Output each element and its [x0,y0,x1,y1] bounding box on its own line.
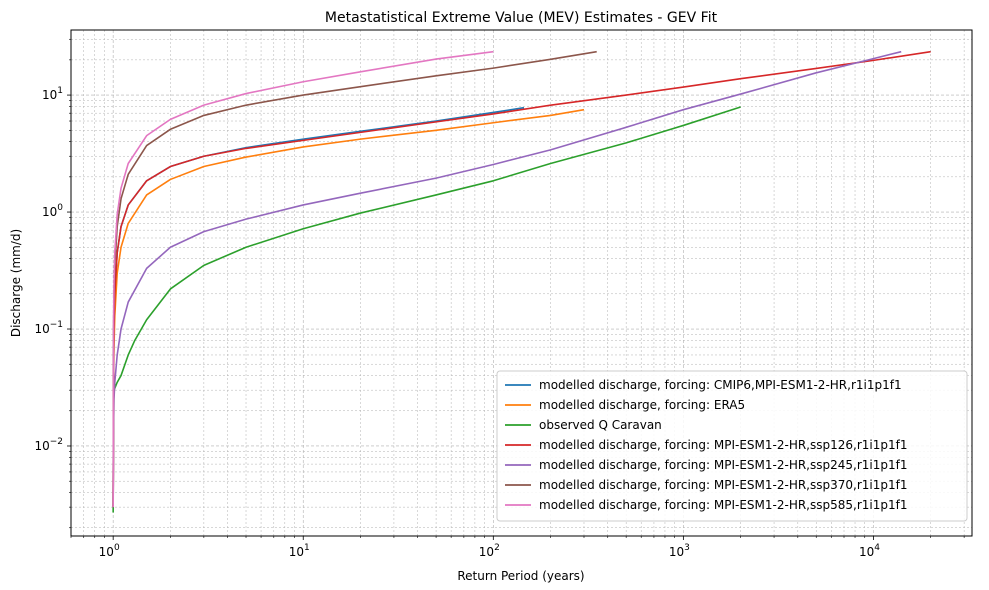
plot-frame [70,29,973,537]
legend-label-1: modelled discharge, forcing: CMIP6,MPI-E… [539,378,902,392]
ticks-layer: 100 101 102 103 104 10−2 10−1 100 101 [34,38,965,559]
series-line-5 [112,50,902,508]
x-tick-label: 103 [669,543,690,559]
legend-box [496,370,968,522]
y-axis-title: Discharge (mm/d) [9,229,23,337]
series-layer [112,50,931,513]
legend-label-4: modelled discharge, forcing: MPI-ESM1-2-… [539,438,907,452]
legend-label-2: modelled discharge, forcing: ERA5 [539,398,745,412]
legend: modelled discharge, forcing: CMIP6,MPI-E… [496,370,968,522]
y-tick-label: 100 [42,203,63,219]
x-tick-label: 101 [289,543,310,559]
series-line-4 [112,50,931,508]
legend-label-3: observed Q Caravan [539,418,662,432]
legend-label-5: modelled discharge, forcing: MPI-ESM1-2-… [539,458,907,472]
x-tick-label: 102 [479,543,500,559]
x-tick-label: 100 [99,543,120,559]
series-line-7 [112,50,494,508]
legend-label-7: modelled discharge, forcing: MPI-ESM1-2-… [539,498,907,512]
x-tick-label: 104 [859,543,880,559]
y-tick-label: 101 [42,86,63,102]
y-tick-label: 10−1 [34,320,63,336]
chart-title: Metastatistical Extreme Value (MEV) Esti… [325,10,718,26]
y-tick-label: 10−2 [34,437,63,453]
x-axis-title: Return Period (years) [457,569,584,583]
legend-label-6: modelled discharge, forcing: MPI-ESM1-2-… [539,478,907,492]
